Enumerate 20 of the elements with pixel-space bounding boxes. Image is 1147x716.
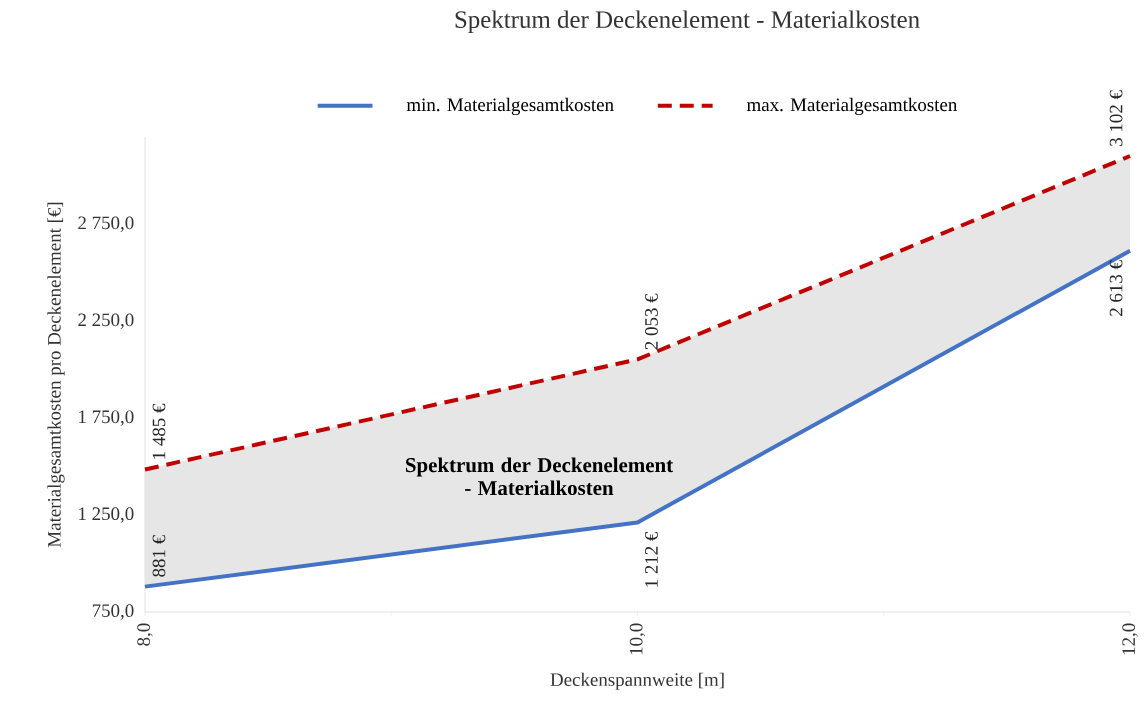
y-tick-label: 1 750,0 — [79, 410, 134, 426]
y-tick-label: 750,0 — [92, 604, 134, 620]
annotation: Spektrum der Deckenelement - Materialkosten — [405, 457, 674, 496]
legend-label: min. Materialgesamtkosten — [406, 97, 614, 116]
data-label: 3 102 € — [1109, 90, 1123, 146]
chart-title: Spektrum der Deckenelement - Materialkosten — [455, 10, 920, 34]
x-tick-label: 10,0 — [629, 623, 646, 655]
data-label: 1 485 € — [152, 403, 166, 459]
data-label: 881 € — [152, 535, 166, 577]
legend-label: max. Materialgesamtkosten — [746, 97, 958, 116]
x-axis-title: Deckenspannweite [m] — [550, 672, 724, 690]
y-tick-label: 2 250,0 — [78, 313, 134, 329]
data-label: 2 613 € — [1109, 260, 1123, 316]
data-label: 2 053 € — [645, 293, 658, 350]
x-tick-label: 8,0 — [137, 623, 153, 646]
y-axis-title: Materialgesamtkosten pro Deckenelement [€] — [47, 202, 65, 548]
data-label: 1 212 € — [645, 531, 658, 587]
y-tick-label: 1 250,0 — [79, 507, 134, 523]
y-tick-label: 2 750,0 — [78, 216, 134, 232]
x-tick-label: 12,0 — [1122, 623, 1138, 655]
